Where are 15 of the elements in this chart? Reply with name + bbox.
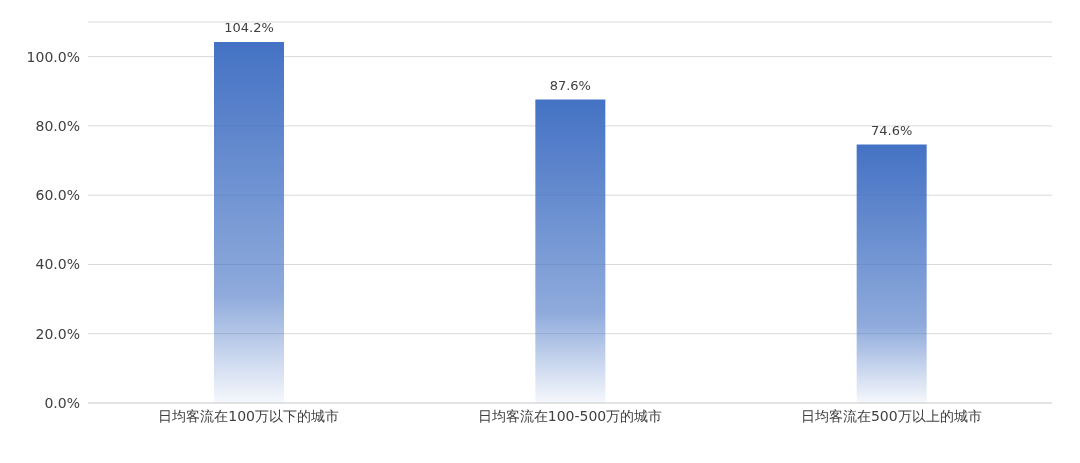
x-tick-label: 日均客流在100万以下的城市 [158, 407, 340, 424]
x-tick-label: 日均客流在500万以上的城市 [800, 407, 982, 424]
bar [856, 144, 927, 403]
y-tick-label: 80.0% [35, 117, 80, 134]
y-tick-label: 60.0% [35, 187, 80, 204]
data-label: 74.6% [871, 122, 913, 138]
y-tick-label: 40.0% [35, 256, 80, 273]
bar [214, 42, 284, 403]
x-tick-label: 日均客流在100-500万的城市 [477, 407, 663, 424]
y-tick-label: 0.0% [44, 394, 80, 411]
data-label: 104.2% [224, 20, 274, 36]
data-label: 87.6% [549, 77, 591, 93]
bar [535, 99, 606, 403]
y-tick-label: 100.0% [26, 48, 80, 65]
y-tick-label: 20.0% [35, 325, 80, 342]
